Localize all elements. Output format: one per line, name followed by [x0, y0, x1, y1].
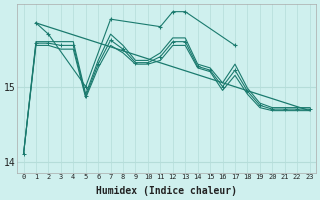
X-axis label: Humidex (Indice chaleur): Humidex (Indice chaleur)	[96, 186, 237, 196]
